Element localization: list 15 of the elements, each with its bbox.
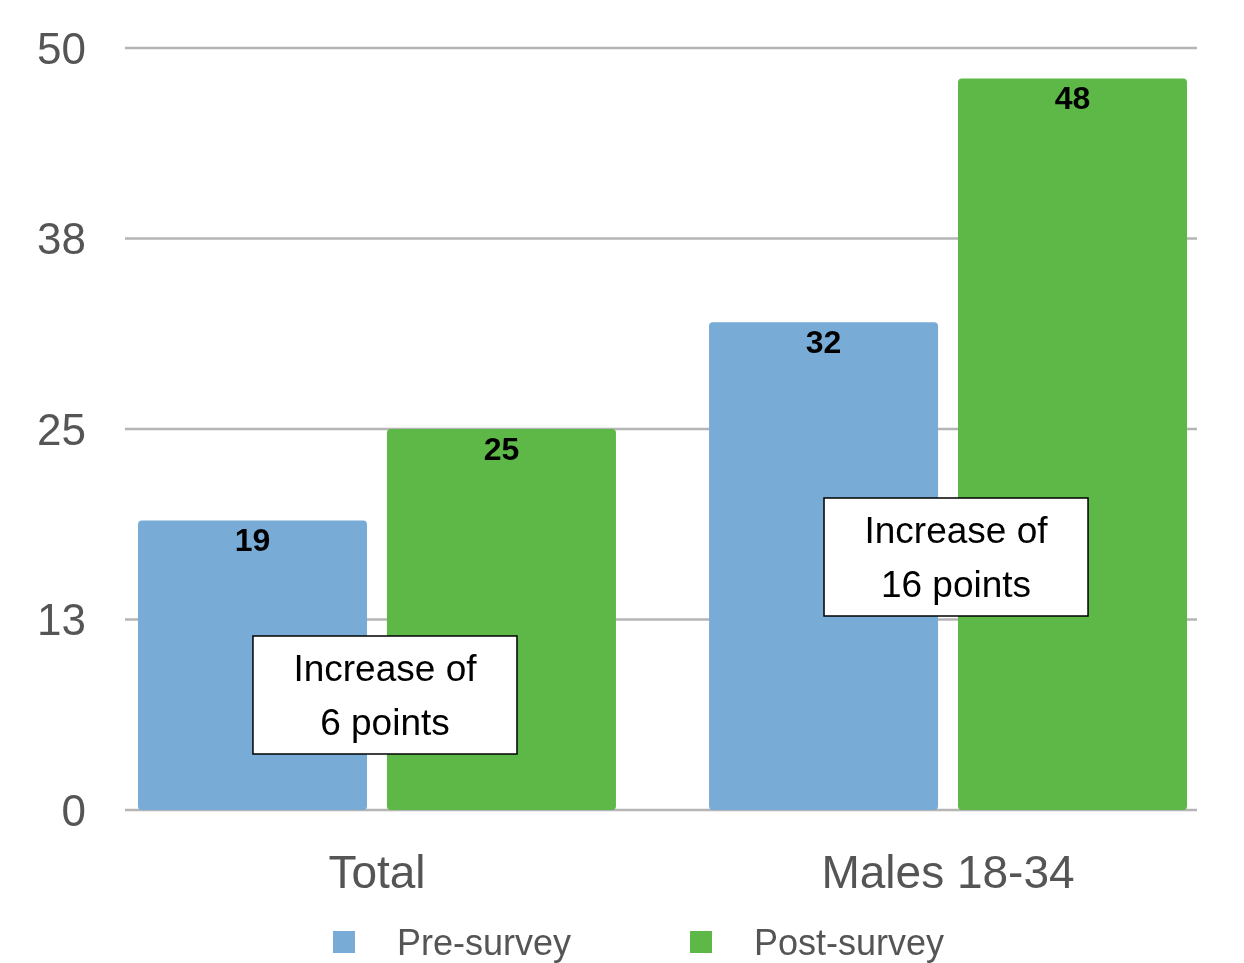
annotation: Increase of 16 points [864, 509, 1049, 605]
x-tick-label: Total [328, 846, 426, 898]
y-tick-label: 0 [61, 785, 86, 835]
data-label: 48 [1054, 80, 1091, 117]
annotation: Increase of 6 points [293, 647, 478, 743]
data-label: 32 [805, 324, 842, 361]
y-tick-label: 25 [37, 404, 86, 454]
legend-label: Post-survey [754, 921, 945, 963]
data-label: 19 [234, 522, 271, 559]
y-tick-label: 50 [37, 23, 86, 73]
data-label: 25 [483, 431, 520, 467]
x-tick-label: Males 18-34 [821, 846, 1075, 898]
y-tick-label: 13 [37, 595, 86, 644]
legend-label: Pre-survey [397, 921, 572, 963]
y-tick-label: 38 [37, 214, 86, 263]
